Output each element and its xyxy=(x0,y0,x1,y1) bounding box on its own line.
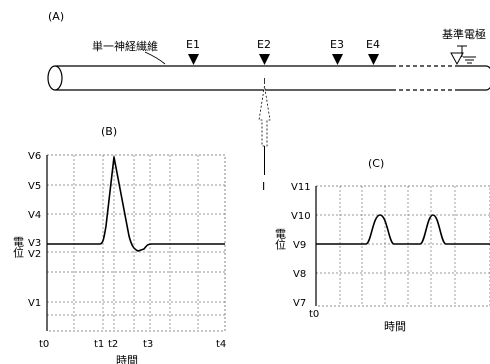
chart-b-frame xyxy=(46,154,226,332)
chart-c-xtick-t0: t0 xyxy=(309,309,319,320)
chart-b-ytick-v4: V4 xyxy=(28,210,41,221)
svg-text:基準電極: 基準電極 xyxy=(442,27,486,41)
chart-c-frame xyxy=(315,185,490,307)
chart-b-xtick-t2: t2 xyxy=(108,339,118,350)
chart-c-ytick-v11: V11 xyxy=(291,182,311,193)
chart-b-ytick-v1: V1 xyxy=(28,298,41,309)
chart-c-ytick-v8: V8 xyxy=(293,269,306,280)
chart-c-series xyxy=(316,214,490,245)
chart-b-xtick-t1: t1 xyxy=(94,339,104,350)
chart-b-ytick-v6: V6 xyxy=(28,151,41,162)
chart-c-ytick-v9: V9 xyxy=(293,240,306,251)
panel-a-label: (A) xyxy=(48,10,64,23)
chart-b-xtick-t0: t0 xyxy=(39,339,49,350)
chart-c-ylabel: 電位 xyxy=(274,228,287,250)
current-label: I xyxy=(262,180,265,193)
electrode-e4: E4 xyxy=(366,38,380,65)
chart-b-xlabel: 時間 xyxy=(116,354,138,364)
electrode-e2: E2 xyxy=(257,38,271,65)
chart-b-ytick-v2: V2 xyxy=(28,249,41,260)
electrode-e3: E3 xyxy=(330,38,344,65)
chart-c-xlabel: 時間 xyxy=(384,320,406,333)
chart-b-ytick-v3: V3 xyxy=(28,238,41,249)
svg-text:E3: E3 xyxy=(330,38,344,51)
svg-text:E2: E2 xyxy=(257,38,271,51)
chart-c-ytick-v7: V7 xyxy=(293,298,306,309)
fiber-label-leader xyxy=(144,51,166,65)
chart-c-title: (C) xyxy=(368,157,384,170)
svg-text:E4: E4 xyxy=(366,38,380,51)
reference-electrode: 基準電極 xyxy=(442,27,486,66)
chart-b-ytick-v5: V5 xyxy=(28,181,41,192)
chart-c-ytick-v10: V10 xyxy=(291,211,311,222)
svg-text:E1: E1 xyxy=(186,38,200,51)
chart-b-ylabel: 電位 xyxy=(12,236,25,258)
nerve-fiber xyxy=(47,65,490,91)
chart-b-title: (B) xyxy=(101,125,117,138)
chart-b-xtick-t4: t4 xyxy=(216,339,226,350)
chart-b-series xyxy=(47,156,225,252)
electrode-e1: E1 xyxy=(186,38,200,65)
chart-b-xtick-t3: t3 xyxy=(143,339,153,350)
current-stimulus: I xyxy=(258,78,271,193)
fiber-label: 単一神経繊維 xyxy=(92,39,158,53)
